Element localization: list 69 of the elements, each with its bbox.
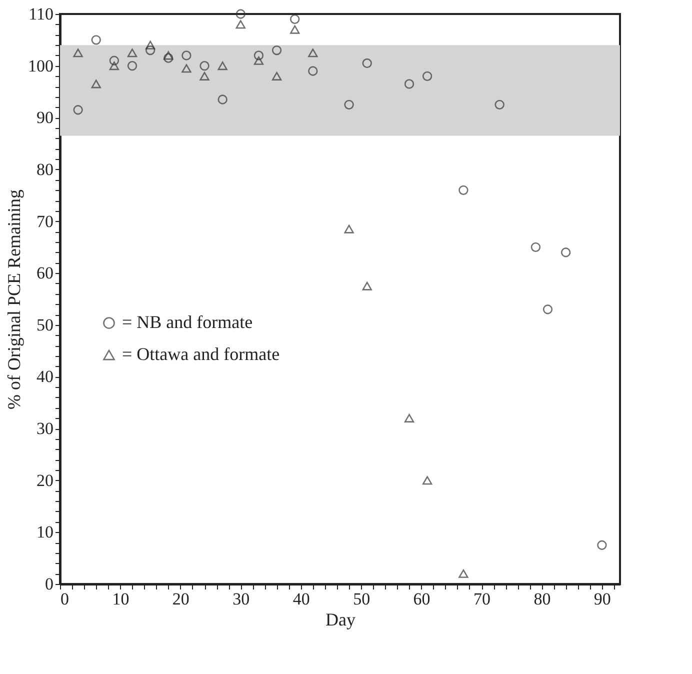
point xyxy=(404,414,414,422)
point xyxy=(145,45,156,56)
point xyxy=(530,242,541,252)
point xyxy=(404,79,414,89)
point xyxy=(91,80,101,88)
x-tick-label: 80 xyxy=(534,590,551,608)
x-tick-label: 40 xyxy=(292,590,310,608)
point xyxy=(182,50,192,60)
point xyxy=(164,53,174,63)
x-tick-label: 60 xyxy=(413,590,430,608)
point xyxy=(254,56,264,65)
point xyxy=(494,100,504,110)
x-tick-label: 10 xyxy=(112,590,130,608)
point xyxy=(236,20,246,29)
point xyxy=(272,45,282,56)
point xyxy=(127,48,138,58)
point xyxy=(109,62,120,70)
y-tick-label: 100 xyxy=(28,56,54,76)
y-tick-label: 110 xyxy=(28,4,54,24)
x-tick-label: 20 xyxy=(172,590,190,608)
point xyxy=(290,14,300,24)
y-tick-label: 30 xyxy=(36,419,54,438)
point xyxy=(164,51,174,60)
point xyxy=(597,540,607,550)
point xyxy=(560,248,571,258)
point xyxy=(145,40,156,50)
point xyxy=(109,56,120,66)
point xyxy=(272,72,282,80)
point xyxy=(362,282,372,290)
x-axis-title: Day xyxy=(326,610,356,630)
y-tick-label: 70 xyxy=(36,212,54,231)
point xyxy=(218,94,228,104)
x-tick-label: 70 xyxy=(474,590,491,608)
legend-label: = Ottawa and formate xyxy=(122,344,280,364)
point xyxy=(200,60,210,71)
point xyxy=(422,476,432,485)
x-tick-label: 0 xyxy=(60,590,69,608)
x-tick-label: 90 xyxy=(594,590,611,608)
point xyxy=(182,64,192,73)
y-axis-title: % of Original PCE Remaining xyxy=(4,190,24,410)
y-tick-label: 10 xyxy=(36,522,54,542)
point xyxy=(344,100,354,110)
x-tick-label: 50 xyxy=(353,590,370,608)
point xyxy=(542,304,553,314)
y-tick-label: 90 xyxy=(36,108,54,128)
point xyxy=(362,58,372,68)
point xyxy=(91,35,101,45)
point xyxy=(218,62,228,70)
y-tick-label: 60 xyxy=(36,264,54,283)
point xyxy=(254,50,264,60)
point xyxy=(308,48,318,58)
point xyxy=(73,105,83,115)
x-tick-label: 30 xyxy=(232,590,250,608)
y-tick-label: 50 xyxy=(36,315,54,334)
y-tick-label: 20 xyxy=(36,470,54,490)
point xyxy=(73,48,83,58)
point xyxy=(458,185,468,196)
point xyxy=(290,25,300,34)
y-tick-label: 80 xyxy=(36,160,54,179)
point xyxy=(200,72,210,80)
y-tick-label: 0 xyxy=(45,574,54,594)
point xyxy=(236,9,246,19)
point xyxy=(127,60,138,71)
point xyxy=(308,66,318,76)
point xyxy=(422,71,432,82)
y-tick-label: 40 xyxy=(36,367,54,386)
legend-label: = NB and formate xyxy=(122,312,253,332)
point xyxy=(458,569,468,578)
point xyxy=(344,224,354,234)
